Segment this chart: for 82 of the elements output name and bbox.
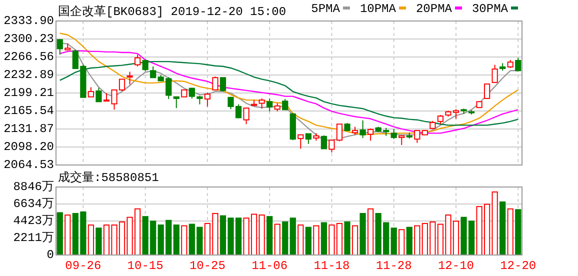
candlestick [204, 92, 211, 107]
bar [352, 225, 358, 256]
y-tick-label: 2064.53 [4, 158, 54, 172]
x-tick-label: 10-25 [189, 259, 226, 273]
bar [367, 208, 374, 256]
candlestick [134, 54, 141, 67]
candlestick [266, 98, 273, 112]
bar [96, 228, 102, 256]
y-tick-label: 2211万 [13, 231, 54, 246]
chart-title: 成交量:58580851 [58, 170, 159, 185]
bar [298, 224, 304, 256]
bar [313, 225, 320, 256]
x-tick-label: 09-26 [65, 259, 102, 273]
candlestick [56, 38, 63, 56]
bar [500, 201, 506, 256]
bar [258, 214, 265, 256]
candlestick [298, 134, 304, 150]
candlestick [243, 107, 250, 125]
candlestick [96, 87, 102, 102]
candlestick [360, 120, 366, 139]
bar [181, 225, 188, 256]
bar [290, 218, 296, 256]
bar [274, 224, 280, 256]
bar [515, 209, 522, 256]
candlestick [126, 71, 133, 86]
candlestick [367, 128, 374, 142]
bar [282, 221, 288, 256]
bar [507, 208, 514, 256]
bar [398, 229, 405, 256]
bar [173, 224, 180, 256]
y-tick-label: 6634万 [13, 197, 54, 212]
y-tick-label: 2333.90 [4, 14, 54, 28]
y-tick-label: 2098.20 [4, 140, 54, 154]
y-tick-label: 0 [46, 248, 54, 262]
bar [390, 228, 397, 256]
bar [344, 221, 350, 256]
y-tick-label: 2232.89 [4, 68, 54, 82]
candlestick [258, 98, 265, 110]
bar [266, 216, 273, 256]
candlestick [88, 86, 94, 98]
candlestick [398, 135, 405, 146]
candlestick [484, 84, 490, 100]
y-tick-label: 2199.21 [4, 86, 54, 100]
bar [492, 191, 498, 256]
x-tick-label: 11-28 [376, 259, 412, 273]
candlestick [437, 114, 444, 125]
y-tick-label: 2300.23 [4, 32, 54, 46]
x-tick-label: 11-18 [314, 259, 350, 273]
candlestick [305, 133, 312, 144]
candlestick [220, 77, 226, 92]
legend-label: 20PMA [416, 2, 453, 16]
candlestick [282, 98, 288, 110]
candlestick [492, 64, 498, 84]
bar [406, 226, 412, 256]
candlestick [320, 134, 328, 150]
candlestick [212, 76, 218, 91]
y-tick-label: 2266.56 [4, 50, 54, 64]
candlestick [142, 58, 148, 72]
legend-label: 30PMA [472, 2, 509, 16]
y-tick-label: 2131.87 [4, 122, 54, 136]
candlestick [414, 130, 420, 144]
x-tick-label: 12-20 [500, 259, 536, 273]
bar [360, 212, 366, 256]
bar [56, 212, 63, 256]
legend-label: 5PMA [311, 2, 341, 16]
bar [414, 225, 420, 256]
y-tick-label: 8846万 [13, 180, 54, 194]
candlestick [173, 96, 180, 109]
x-tick-label: 12-10 [438, 259, 474, 273]
candlestick [515, 57, 522, 72]
chart-title: 国企改革[BK0683] 2019-12-20 15:00 [58, 5, 286, 19]
bar [320, 222, 328, 256]
candlestick [150, 66, 156, 78]
bar [88, 224, 94, 256]
y-tick-label: 4423万 [13, 214, 54, 228]
candlestick [390, 128, 397, 140]
bar [64, 214, 71, 256]
bar [305, 226, 312, 256]
x-tick-label: 10-15 [127, 259, 164, 273]
legend-label: 10PMA [360, 2, 397, 16]
y-tick-label: 2165.54 [4, 104, 54, 118]
x-tick-label: 11-06 [252, 259, 288, 273]
